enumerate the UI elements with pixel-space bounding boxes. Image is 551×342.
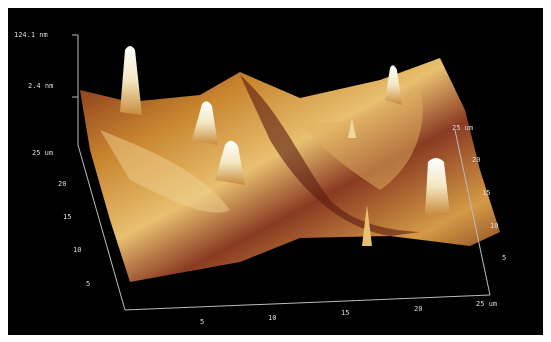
right-label: 15 <box>482 189 490 197</box>
x-label: 5 <box>200 318 204 326</box>
right-label: 5 <box>502 254 506 262</box>
x-label: 10 <box>268 314 276 322</box>
afm-view: 124.1 nm 2.4 nm 25 um 20 15 10 5 5 10 15… <box>0 0 551 342</box>
z-label: 124.1 nm <box>14 31 48 39</box>
x-label: 25 um <box>476 300 497 308</box>
x-label: 20 <box>414 305 422 313</box>
y-label: 5 <box>86 280 90 288</box>
y-label: 20 <box>58 180 66 188</box>
y-label: 25 um <box>32 149 53 157</box>
right-label: 20 <box>472 156 480 164</box>
y-label: 10 <box>73 246 81 254</box>
y-label: 15 <box>63 213 71 221</box>
x-label: 15 <box>341 309 349 317</box>
right-label: 25 um <box>452 124 473 132</box>
z-label: 2.4 nm <box>28 82 53 90</box>
right-label: 10 <box>490 222 498 230</box>
